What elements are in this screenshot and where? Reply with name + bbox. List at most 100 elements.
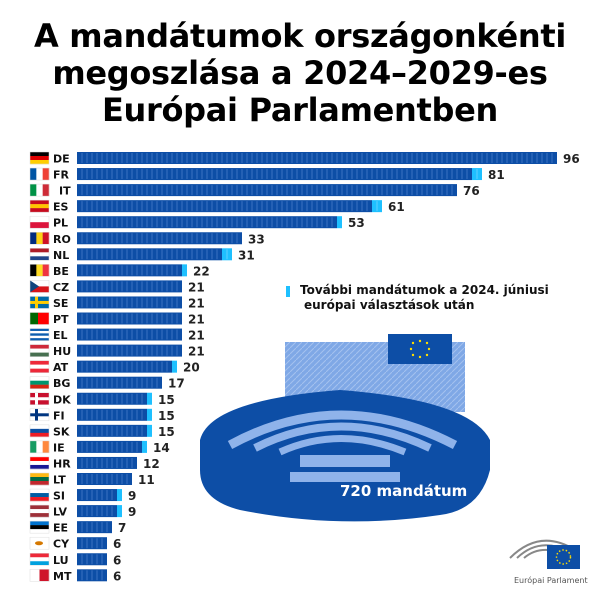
country-label: AT: [53, 361, 69, 374]
value-label: 31: [238, 248, 255, 262]
flag-icon-ie: [29, 440, 50, 454]
country-label: FI: [53, 409, 65, 422]
flag-icon-bg: [29, 376, 50, 389]
value-label: 15: [158, 409, 175, 423]
bar-hr: [77, 456, 137, 469]
value-label: 21: [188, 296, 205, 310]
flag-icon-hr: [29, 456, 50, 470]
country-label: EE: [53, 522, 68, 535]
value-label: 96: [563, 152, 580, 166]
bar-si: [77, 489, 122, 502]
bar-base-segment: [77, 376, 162, 389]
flag-icon-ro: [29, 232, 50, 245]
value-label: 11: [138, 473, 155, 487]
bar-sk: [77, 424, 152, 437]
bar-additional-segment: [182, 264, 187, 277]
value-label: 21: [188, 280, 205, 294]
bar-base-segment: [77, 328, 182, 341]
flag-icon-el: [29, 328, 50, 341]
bar-de: [77, 152, 557, 164]
country-label: IE: [53, 441, 65, 454]
flag-icon-it: [29, 183, 50, 197]
legend: További mandátumok a 2024. júniusi európ…: [286, 283, 549, 313]
legend-swatch: [286, 286, 290, 297]
country-label: EL: [53, 329, 68, 342]
country-label: BE: [53, 265, 69, 278]
bar-lt: [77, 473, 132, 485]
bar-base-segment: [77, 264, 182, 277]
bar-nl: [77, 248, 232, 261]
country-label: LV: [53, 506, 67, 519]
parliament-hemicycle-illustration: [200, 334, 490, 522]
legend-text: európai választások után: [304, 298, 475, 312]
flag-icon-es: [29, 199, 50, 213]
bar-ro: [77, 232, 242, 245]
eu-flag-icon: [409, 339, 431, 359]
country-label: ES: [53, 201, 69, 214]
flag-icon-mt: [29, 569, 50, 582]
bar-base-segment: [77, 280, 182, 293]
country-label: SI: [53, 490, 65, 503]
bar-fi: [77, 408, 152, 421]
flag-icon-sk: [29, 424, 50, 438]
bar-base-segment: [77, 521, 112, 534]
value-label: 21: [188, 313, 205, 327]
country-label: NL: [53, 249, 69, 262]
title-line: megoszlása a 2024–2029-es: [52, 54, 548, 92]
flag-icon-lt: [29, 472, 50, 486]
country-label: HR: [53, 457, 71, 470]
value-label: 9: [128, 505, 136, 519]
bar-base-segment: [77, 296, 182, 309]
flag-icon-lu: [29, 553, 50, 566]
bar-pt: [77, 312, 182, 325]
country-label: CZ: [53, 281, 69, 294]
bar-dk: [77, 392, 152, 405]
bar-se: [77, 296, 182, 309]
flag-icon-ee: [29, 520, 50, 534]
country-label: FR: [53, 169, 70, 182]
flag-icon-cz: [29, 280, 50, 293]
page-title: A mandátumok országonkénti megoszlása a …: [0, 18, 600, 129]
flag-icon-lv: [29, 504, 50, 518]
value-label: 53: [348, 216, 365, 230]
bar-pl: [77, 216, 342, 229]
flag-icon-se: [29, 296, 50, 309]
flag-icon-de: [29, 151, 50, 165]
value-label: 6: [113, 537, 121, 551]
bar-es: [77, 200, 382, 213]
value-label: 6: [113, 569, 121, 583]
bar-cz: [77, 280, 182, 293]
country-label: CY: [53, 538, 70, 551]
bar-lv: [77, 505, 122, 518]
value-label: 61: [388, 200, 405, 214]
bar-additional-segment: [117, 489, 122, 502]
country-label: HU: [53, 345, 71, 358]
title-line: A mandátumok országonkénti: [33, 17, 567, 55]
country-label: LT: [53, 474, 66, 487]
bar-additional-segment: [142, 440, 147, 453]
country-label: SK: [53, 425, 70, 438]
bar-hu: [77, 344, 182, 357]
bar-ie: [77, 440, 147, 453]
flag-icon-fr: [29, 167, 50, 181]
bar-be: [77, 264, 187, 277]
value-label: 9: [128, 489, 136, 503]
bar-base-segment: [77, 440, 142, 453]
value-label: 81: [488, 168, 505, 182]
bar-additional-segment: [147, 408, 152, 421]
value-label: 7: [118, 521, 126, 535]
bar-additional-segment: [337, 216, 342, 229]
bar-base-segment: [77, 232, 242, 245]
flag-icon-at: [29, 360, 50, 373]
bar-it: [77, 184, 457, 197]
bar-at: [77, 360, 177, 373]
value-label: 6: [113, 553, 121, 567]
bar-ee: [77, 521, 112, 534]
logo-text: Európai Parlament: [514, 576, 588, 585]
bar-base-segment: [77, 248, 222, 261]
bar-base-segment: [77, 168, 472, 181]
value-label: 21: [188, 345, 205, 359]
country-label: RO: [53, 233, 71, 246]
bar-mt: [77, 569, 107, 582]
